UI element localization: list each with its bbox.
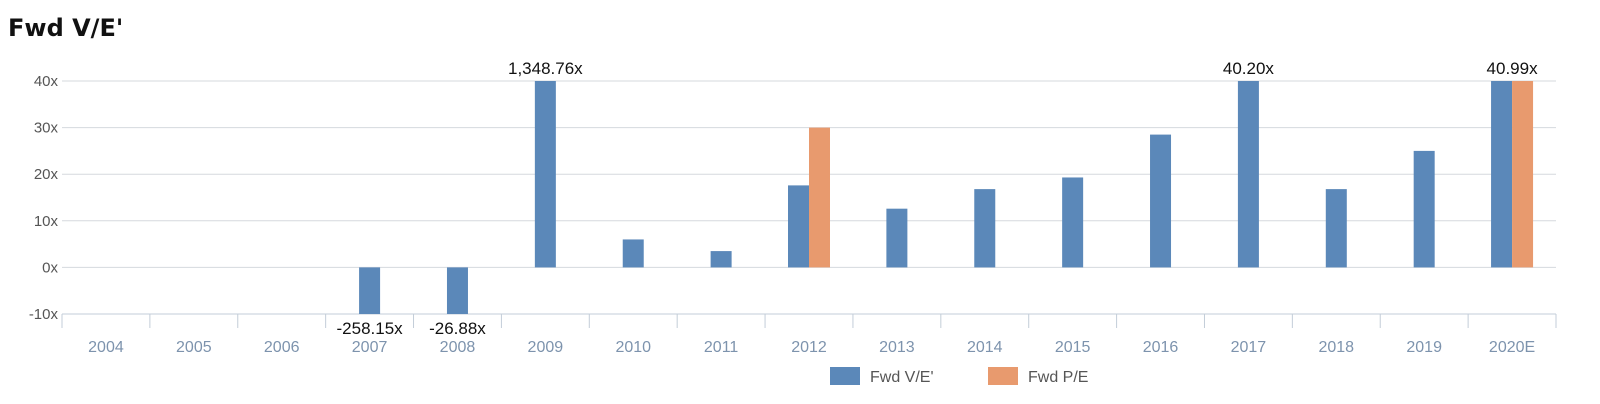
bar — [886, 208, 908, 268]
y-tick-label: 30x — [34, 120, 59, 137]
x-tick-label: 2008 — [440, 339, 476, 356]
x-tick-label: 2007 — [352, 339, 388, 356]
bar — [809, 127, 830, 268]
x-tick-label: 2015 — [1055, 339, 1091, 356]
x-tick-label: 2020E — [1489, 339, 1535, 356]
y-tick-label: 40x — [34, 73, 59, 90]
bar — [534, 81, 556, 268]
bar — [1150, 134, 1172, 268]
legend-swatch — [988, 367, 1018, 385]
x-tick-label: 2017 — [1231, 339, 1267, 356]
x-tick-label: 2019 — [1406, 339, 1442, 356]
bar — [974, 189, 996, 268]
y-tick-label: 10x — [34, 213, 59, 230]
x-tick-label: 2004 — [88, 339, 124, 356]
data-labels: -258.15x -26.88x 1,348.76x 40.20x 40.99x — [327, 59, 1539, 338]
legend-label[interactable]: Fwd V/E' — [870, 369, 934, 386]
legend-label[interactable]: Fwd P/E — [1028, 369, 1088, 386]
bar — [710, 251, 732, 268]
x-axis: 2004 2005 2006 2007 2008 2009 2010 2011 2012 2013… — [61, 313, 1557, 356]
bar — [1237, 81, 1259, 268]
x-tick-label: 2012 — [791, 339, 827, 356]
x-tick-label: 2005 — [176, 339, 212, 356]
x-tick-label: 2006 — [264, 339, 300, 356]
data-label-background — [415, 318, 500, 338]
legend: Fwd V/E' Fwd P/E — [830, 367, 1088, 386]
data-label: 1,348.76x — [508, 59, 583, 78]
y-tick-label: -10x — [29, 306, 59, 323]
x-tick-label: 2014 — [967, 339, 1003, 356]
x-tick-label: 2018 — [1318, 339, 1354, 356]
x-tick-label: 2011 — [704, 339, 739, 356]
bar — [1325, 189, 1347, 268]
bar — [1512, 81, 1534, 268]
x-tick-label: 2009 — [528, 339, 564, 356]
y-tick-label: 20x — [34, 166, 59, 183]
bar — [622, 239, 644, 268]
bar — [446, 267, 468, 314]
bar — [1062, 177, 1084, 268]
bar — [788, 185, 809, 268]
x-tick-label: 2016 — [1143, 339, 1179, 356]
chart-title: Fwd V/E' — [8, 14, 124, 42]
y-axis-ticks: -10x 0x 10x 20x 30x 40x — [29, 73, 59, 323]
data-label: 40.20x — [1223, 59, 1275, 78]
bars — [359, 81, 1534, 314]
data-label: -26.88x — [429, 319, 486, 338]
bar — [1413, 150, 1435, 268]
x-tick-label: 2013 — [879, 339, 915, 356]
data-label: 40.99x — [1487, 59, 1539, 78]
legend-swatch — [830, 367, 860, 385]
bar — [359, 267, 381, 314]
data-label: -258.15x — [337, 319, 404, 338]
data-label-background — [327, 318, 412, 338]
y-tick-label: 0x — [42, 259, 58, 276]
x-tick-label: 2010 — [615, 339, 651, 356]
bar — [1491, 81, 1513, 268]
